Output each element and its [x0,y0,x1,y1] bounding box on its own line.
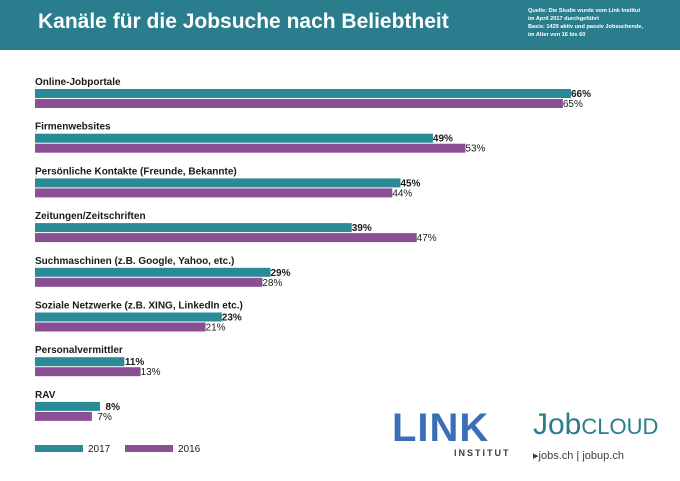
source-line: im Alter von 16 bis 60 [528,32,586,38]
source-line: im April 2017 durchgeführt [528,16,599,22]
jobcloud-logo-sub: ▸jobs.ch | jobup.ch [533,450,624,462]
data-label-2017: 8% [106,402,121,413]
bar-2017 [35,267,271,277]
chart-title: Kanäle für die Jobsuche nach Beliebtheit [38,10,449,33]
bar-2017 [35,223,352,233]
bar-2016 [35,188,393,198]
link-logo-sub: INSTITUT [454,448,511,458]
category-label: Online-Jobportale [35,77,121,88]
data-label-2017: 23% [222,313,242,324]
category-label: Personalvermittler [35,345,123,356]
data-label-2017: 66% [571,89,591,100]
data-label-2016: 44% [392,188,412,199]
bar-2016 [35,411,92,421]
bar-2016 [35,99,563,108]
source-note: Quelle: Die Studie wurde vom Link Instit… [528,7,678,39]
legend-swatch-2016 [125,445,173,452]
data-label-2016: 21% [206,323,226,334]
data-label-2016: 28% [262,278,282,289]
category-label: Soziale Netzwerke (z.B. XING, LinkedIn e… [35,301,243,312]
bar-2016 [35,322,206,332]
bar-2017 [35,357,125,367]
category-label: Zeitungen/Zeitschriften [35,211,146,222]
bar-2016 [35,367,141,377]
data-label-2016: 47% [417,233,437,244]
data-label-2016: 13% [141,367,161,378]
data-label-2017: 49% [433,134,453,145]
legend-label-2017: 2017 [88,444,111,455]
source-line: Basis: 1429 aktiv und passiv Jobsuchende… [528,24,644,30]
category-label: RAV [35,390,56,401]
data-label-2016: 65% [563,99,583,110]
link-institut-logo: LINK INSTITUT [392,406,509,458]
jobcloud-logo-cloud: CLOUD [581,414,659,439]
header-bar: Kanäle für die Jobsuche nach Beliebtheit… [0,0,680,50]
data-label-2017: 29% [270,268,290,279]
legend-swatch-2017 [35,445,83,452]
bar-2017 [35,133,433,143]
legend-label-2016: 2016 [178,444,201,455]
data-label-2016: 53% [465,144,485,155]
bar-2017 [35,89,571,98]
jobcloud-logo: JobCLOUD ▸jobs.ch | jobup.ch [533,408,658,462]
bar-2016 [35,143,466,153]
category-label: Firmenwebsites [35,122,111,133]
jobcloud-logo-job: Job [533,408,582,441]
category-label: Suchmaschinen (z.B. Google, Yahoo, etc.) [35,256,234,267]
data-label-2016: 7% [97,412,112,423]
category-label: Persönliche Kontakte (Freunde, Bekannte) [35,166,237,177]
bar-2017 [35,401,100,411]
bar-2017 [35,312,222,322]
bar-2017 [35,178,401,188]
source-line: Quelle: Die Studie wurde vom Link Instit… [528,8,641,14]
link-logo-name: LINK [392,406,490,450]
data-label-2017: 39% [352,223,372,234]
bar-2016 [35,277,263,287]
data-label-2017: 11% [125,357,145,368]
data-label-2017: 45% [400,178,420,189]
bar-2016 [35,233,417,243]
